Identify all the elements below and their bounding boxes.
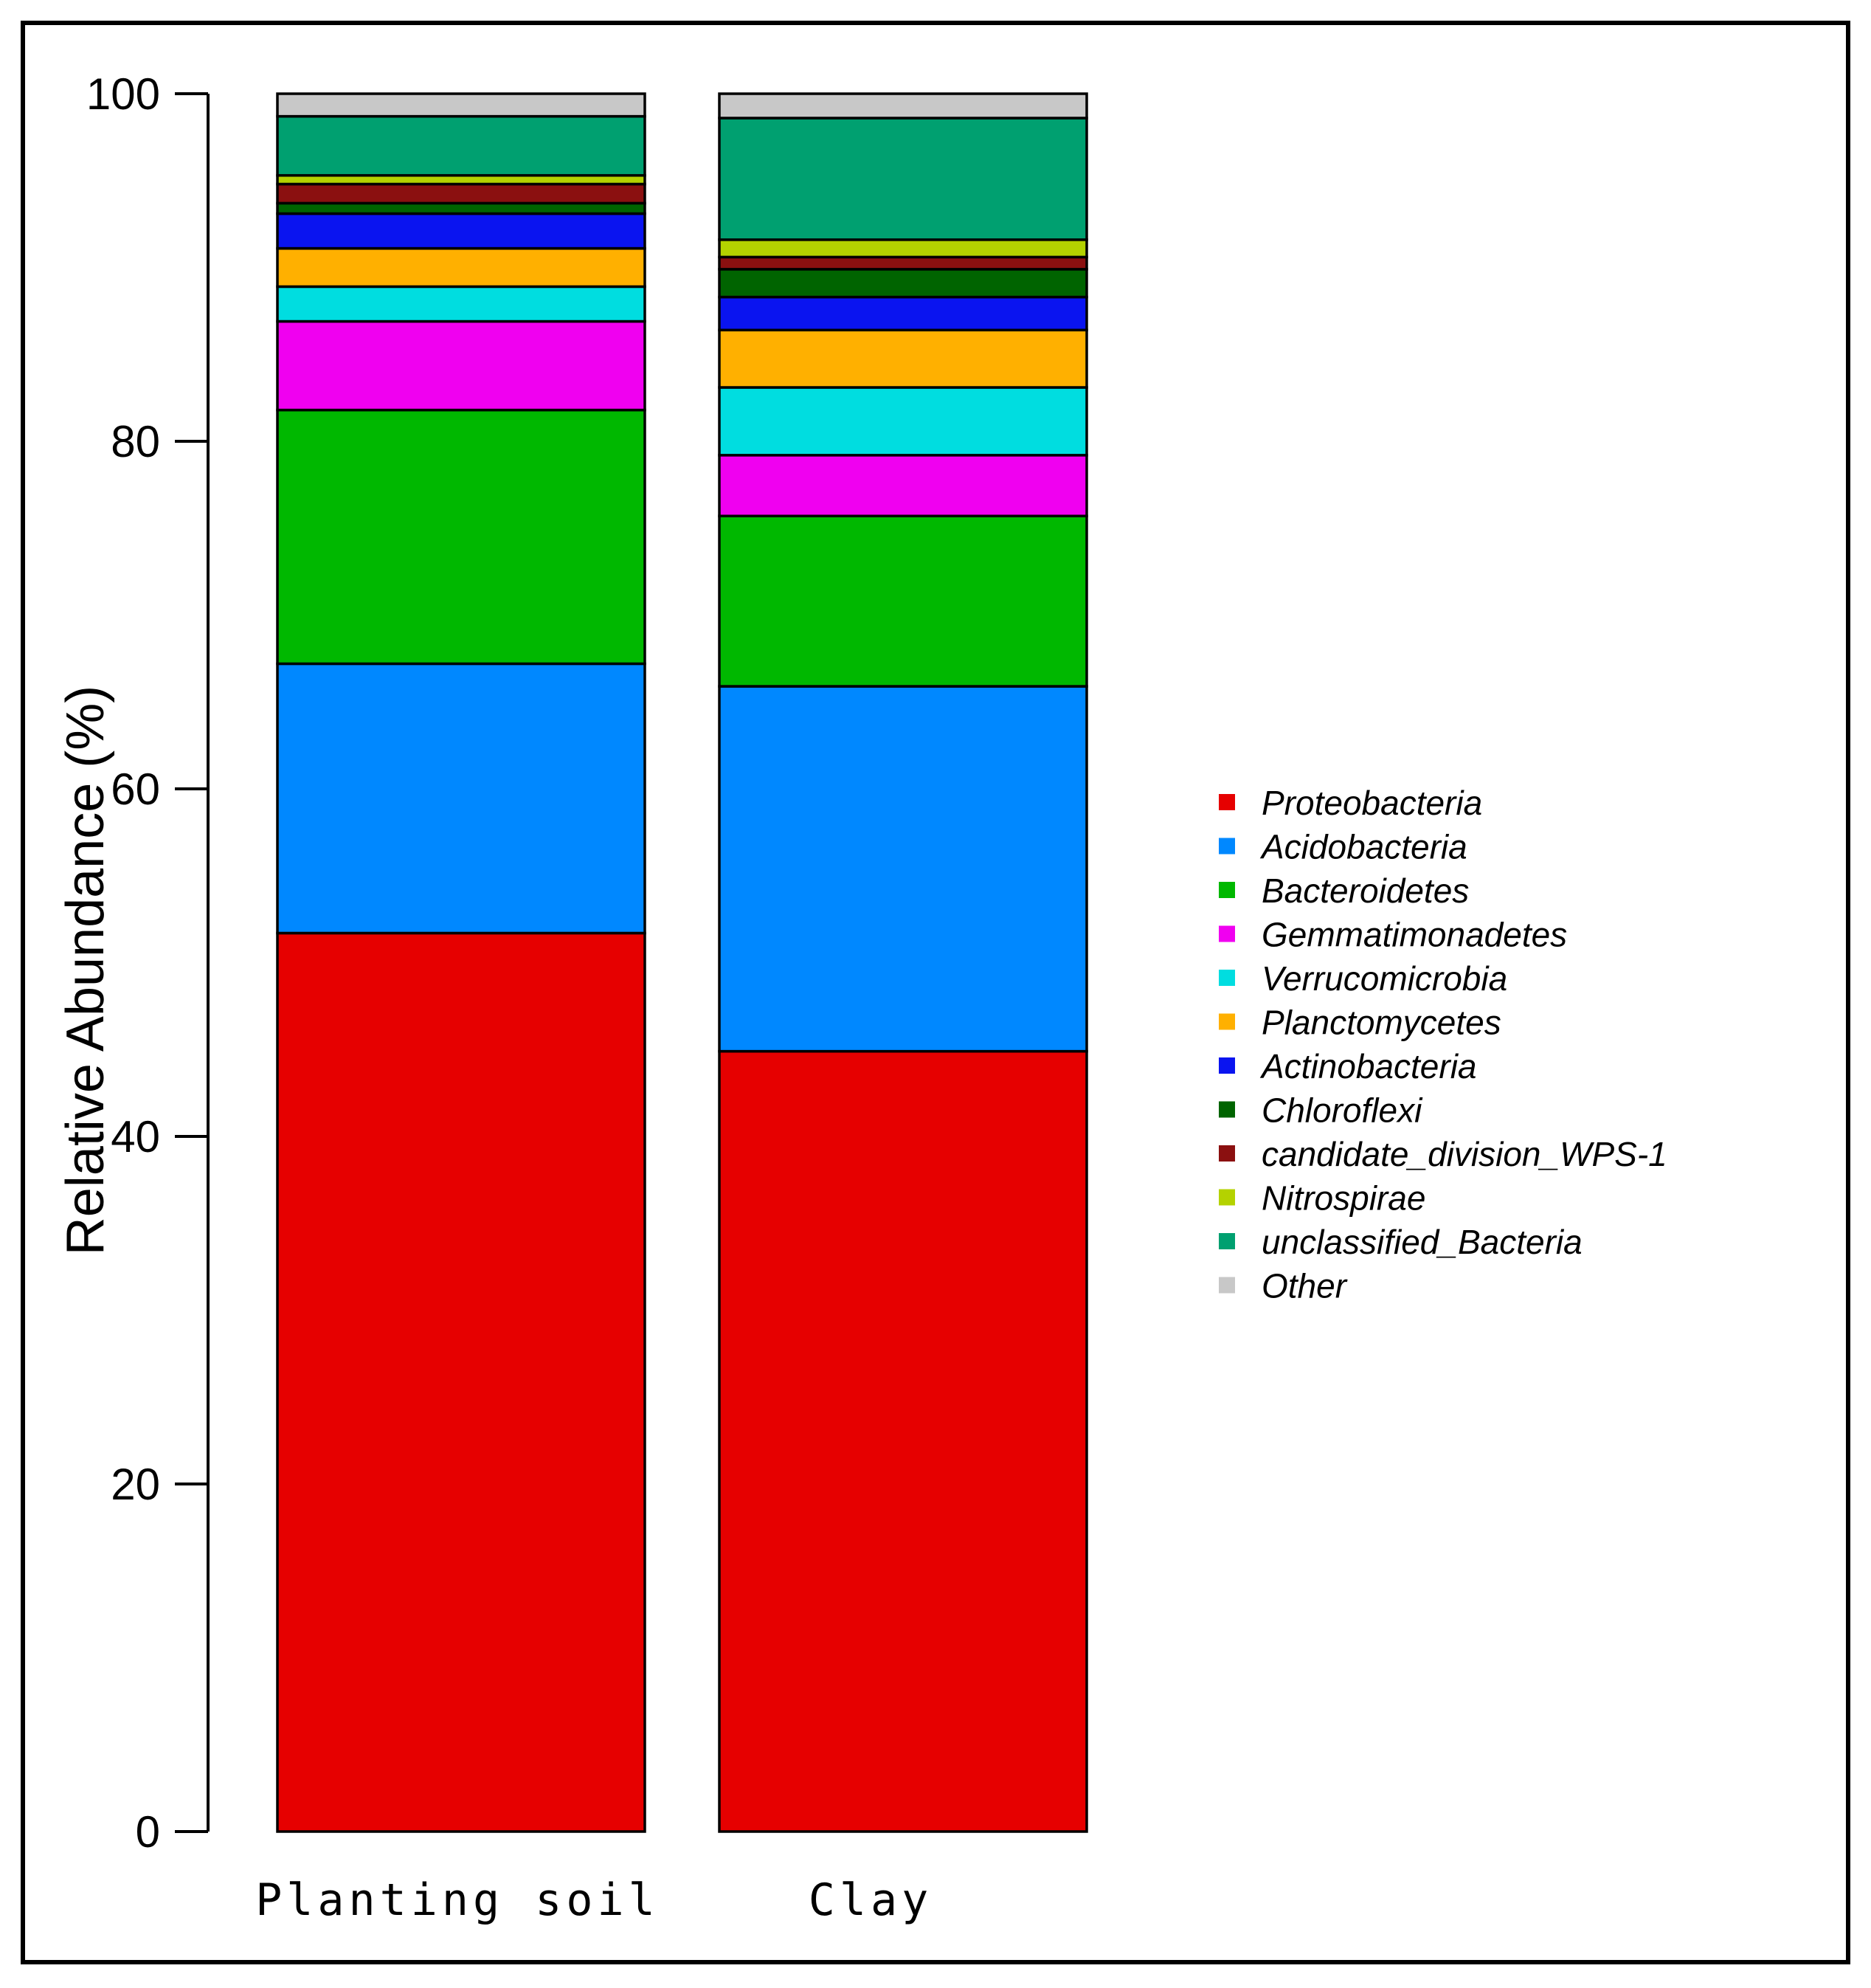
legend-swatch (1219, 1145, 1235, 1162)
y-tick-label: 20 (111, 1460, 160, 1509)
bar-segment (276, 246, 646, 289)
y-axis-label: Relative Abundance (%) (56, 686, 115, 1255)
x-category-label: Planting soil (255, 1874, 660, 1926)
bar-segment (276, 212, 646, 250)
legend-label: Chloroflexi (1262, 1091, 1423, 1130)
bars (276, 92, 1088, 1833)
legend-swatch (1219, 1101, 1235, 1118)
legend-label: Gemmatimonadetes (1262, 916, 1567, 954)
bar-segment (276, 320, 646, 412)
y-tick-label: 40 (111, 1112, 160, 1162)
bar-segment (718, 92, 1088, 120)
legend-swatch (1219, 882, 1235, 898)
legend-swatch (1219, 1233, 1235, 1249)
bar-segment (276, 92, 646, 118)
bar-segment (718, 1049, 1088, 1833)
legend-label: Proteobacteria (1262, 784, 1482, 822)
y-tick-label: 0 (136, 1807, 160, 1857)
y-tick-label: 100 (86, 69, 160, 119)
legend: Proteobacteria Acidobacteria Bacteroidetes… (1219, 784, 1667, 1305)
bar-segment (276, 408, 646, 666)
legend-swatch (1219, 1013, 1235, 1030)
legend-label: candidate_division_WPS-1 (1262, 1135, 1667, 1173)
y-axis: 0 20 40 60 80 100 (86, 69, 210, 1857)
bar-segment (718, 514, 1088, 688)
bar-segment (276, 173, 646, 186)
bar-stack (276, 92, 646, 1833)
bar-segment (718, 454, 1088, 518)
bar-segment (276, 182, 646, 205)
legend-swatch (1219, 1189, 1235, 1206)
y-tick-label: 60 (111, 765, 160, 814)
legend-label: Verrucomicrobia (1262, 959, 1507, 998)
legend-label: unclassified_Bacteria (1262, 1223, 1583, 1261)
legend-label: Other (1262, 1267, 1348, 1305)
legend-label: Bacteroidetes (1262, 872, 1469, 910)
legend-label: Acidobacteria (1259, 828, 1467, 866)
bar-segment (718, 685, 1088, 1053)
bar-segment (718, 328, 1088, 389)
bar-segment (276, 285, 646, 323)
bar-stack (718, 92, 1088, 1833)
bar-segment (718, 268, 1088, 299)
legend-label: Actinobacteria (1259, 1047, 1477, 1086)
legend-label: Nitrospirae (1262, 1179, 1425, 1218)
bar-segment (718, 238, 1088, 259)
bar-segment (718, 117, 1088, 241)
legend-swatch (1219, 1277, 1235, 1294)
legend-label: Planctomycetes (1262, 1004, 1501, 1042)
legend-swatch (1219, 925, 1235, 942)
y-tick-label: 80 (111, 417, 160, 466)
bar-segment (718, 255, 1088, 271)
bar-segment (276, 662, 646, 935)
bar-segment (718, 386, 1088, 457)
bar-segment (276, 201, 646, 215)
bar-segment (276, 931, 646, 1833)
legend-swatch (1219, 794, 1235, 810)
bar-segment (276, 114, 646, 177)
bar-segment (718, 295, 1088, 332)
legend-swatch (1219, 970, 1235, 986)
category-labels: Planting soil Clay (255, 1874, 933, 1926)
legend-swatch (1219, 838, 1235, 855)
legend-swatch (1219, 1057, 1235, 1074)
x-category-label: Clay (809, 1874, 933, 1926)
